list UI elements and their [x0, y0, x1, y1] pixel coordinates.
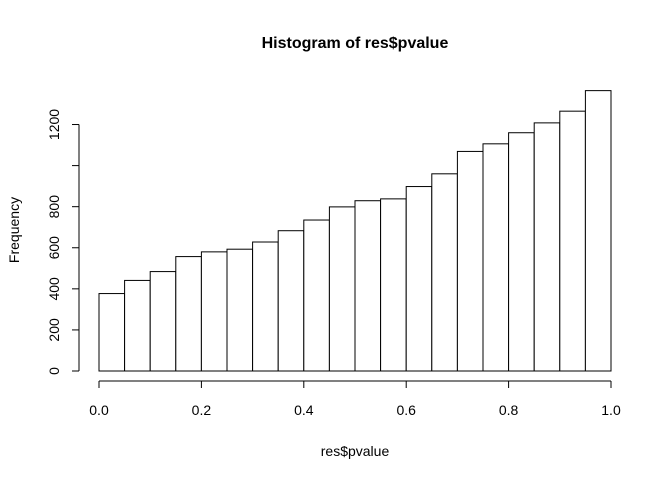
x-tick-label: 1.0	[601, 402, 621, 418]
histogram-bar	[533, 122, 561, 372]
histogram-bar	[124, 279, 151, 372]
histogram-bar	[149, 271, 177, 372]
x-tick-label: 0.6	[396, 402, 416, 418]
histogram-bar	[405, 186, 433, 372]
histogram-bar	[559, 110, 586, 372]
y-axis: 0 200 400 600 800 1200	[46, 109, 80, 375]
histogram-bar	[508, 132, 535, 372]
histogram-bar	[456, 150, 484, 372]
histogram-bar	[303, 219, 330, 372]
x-axis-label: res$pvalue	[321, 443, 390, 459]
histogram-bar	[431, 173, 458, 372]
bars-group	[98, 90, 612, 372]
histogram-bar	[252, 241, 279, 372]
y-tick-label: 0	[46, 367, 62, 375]
histogram-bar	[200, 251, 228, 372]
histogram-bar	[328, 206, 356, 372]
y-tick-label: 1200	[46, 109, 62, 140]
histogram-bar	[482, 143, 510, 372]
y-tick-label: 200	[46, 318, 62, 342]
x-tick-label: 0.4	[294, 402, 314, 418]
y-tick-label: 600	[46, 236, 62, 260]
histogram-bar	[226, 248, 254, 372]
y-axis-label: Frequency	[6, 197, 22, 263]
histogram-bar	[175, 256, 202, 372]
histogram-bar	[277, 230, 305, 372]
x-tick-label: 0.8	[499, 402, 519, 418]
x-axis: 0.0 0.2 0.4 0.6 0.8 1.0	[89, 380, 621, 418]
x-tick-label: 0.2	[192, 402, 212, 418]
y-tick-label: 400	[46, 277, 62, 301]
histogram-bar	[380, 198, 407, 372]
histogram-bar	[584, 90, 612, 372]
histogram-bar	[354, 200, 382, 372]
histogram-bar	[98, 293, 126, 372]
chart-title: Histogram of res$pvalue	[262, 35, 449, 52]
x-tick-label: 0.0	[89, 402, 109, 418]
y-tick-label: 800	[46, 195, 62, 219]
